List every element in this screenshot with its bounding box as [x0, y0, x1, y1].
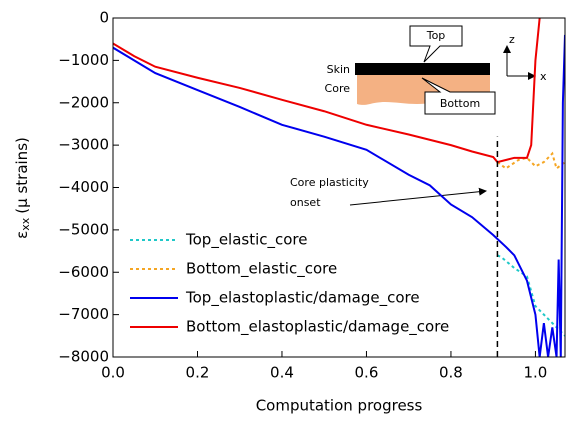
- x-label-inset: x: [540, 70, 547, 83]
- series-line: [496, 151, 565, 171]
- bottom-label: Bottom: [440, 97, 480, 110]
- y-tick-label: −3000: [58, 136, 109, 154]
- series-line: [496, 254, 565, 337]
- legend-label: Bottom_elastoplastic/damage_core: [186, 318, 449, 337]
- x-axis-label: Computation progress: [256, 397, 423, 415]
- inset-diagram: Top Bottom Skin Core z x: [325, 25, 547, 115]
- y-tick-label: 0: [99, 9, 109, 27]
- x-tick-label: 0.2: [186, 364, 210, 382]
- x-tick-label: 0.8: [439, 364, 463, 382]
- x-tick-label: 1.0: [524, 364, 548, 382]
- plot-area: [113, 18, 565, 357]
- skin-label: Skin: [327, 63, 350, 76]
- y-axis-label: εxx (μ strains): [13, 137, 33, 239]
- y-tick-label: −8000: [58, 348, 109, 366]
- y-label-subscript: xx: [19, 217, 32, 231]
- y-tick-label: −4000: [58, 178, 109, 196]
- y-tick-label: −7000: [58, 305, 109, 323]
- skin-shape: [355, 63, 490, 75]
- legend-label: Bottom_elastic_core: [186, 260, 337, 279]
- top-callout: [409, 25, 463, 63]
- x-tick-label: 0.6: [355, 364, 379, 382]
- onset-text: Core plasticity: [290, 176, 369, 189]
- y-label-symbol: ε: [13, 231, 31, 239]
- y-tick-label: −6000: [58, 263, 109, 281]
- onset-arrow: [349, 187, 487, 206]
- y-tick-label: −1000: [58, 51, 109, 69]
- y-tick-label: −2000: [58, 93, 109, 111]
- x-tick-label: 0.4: [270, 364, 294, 382]
- bottom-callout: [421, 77, 496, 115]
- y-tick-label: −5000: [58, 220, 109, 238]
- series-line: [113, 34, 565, 357]
- onset-text: onset: [290, 196, 321, 209]
- z-label: z: [509, 33, 515, 46]
- series-line: [113, 18, 541, 164]
- x-tick-label: 0.0: [101, 364, 125, 382]
- legend-label: Top_elastic_core: [185, 231, 308, 250]
- top-label: Top: [426, 29, 446, 42]
- legend-label: Top_elastoplastic/damage_core: [185, 289, 420, 308]
- plot-frame: [112, 17, 566, 358]
- core-label: Core: [325, 82, 351, 95]
- y-label-text: (μ strains): [13, 137, 31, 214]
